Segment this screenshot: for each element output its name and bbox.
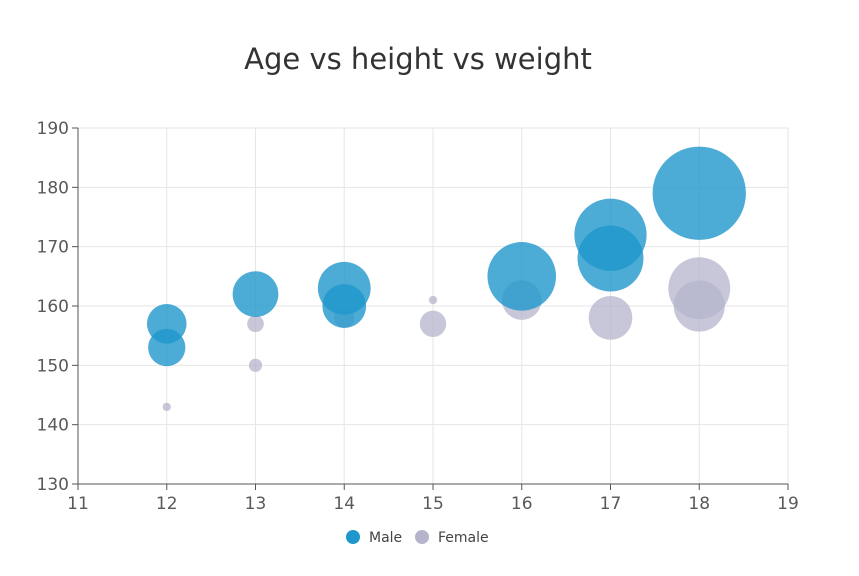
female-bubble[interactable] xyxy=(162,402,171,412)
legend-label-female[interactable]: Female xyxy=(438,530,489,546)
female-bubble[interactable] xyxy=(428,295,438,305)
x-tick-label: 17 xyxy=(600,494,622,514)
legend-marker-female[interactable] xyxy=(415,530,429,544)
x-tick-label: 18 xyxy=(688,494,710,514)
x-tick-label: 19 xyxy=(777,494,799,514)
male-bubble[interactable] xyxy=(148,328,186,367)
male-bubble[interactable] xyxy=(317,261,371,315)
axes: 11 12 13 14 15 16 17 18 19 130 140 150 160 170 180 190 xyxy=(37,119,799,514)
female-bubble[interactable] xyxy=(247,315,264,333)
x-tick-label: 11 xyxy=(67,494,89,514)
legend-marker-male[interactable] xyxy=(346,530,360,544)
x-tick-label: 13 xyxy=(245,494,267,514)
male-bubble[interactable] xyxy=(574,198,647,271)
y-tick-label: 170 xyxy=(37,238,69,258)
legend: Male Female xyxy=(346,530,489,546)
x-tick-label: 15 xyxy=(422,494,444,514)
x-tick-label: 12 xyxy=(156,494,178,514)
chart-title: Age vs height vs weight xyxy=(244,42,592,76)
female-bubble[interactable] xyxy=(588,295,633,340)
female-bubble[interactable] xyxy=(419,310,447,337)
female-bubble[interactable] xyxy=(248,358,263,372)
y-tick-label: 190 xyxy=(37,119,69,139)
y-tick-label: 160 xyxy=(37,297,69,317)
y-tick-label: 180 xyxy=(37,178,69,198)
y-tick-label: 150 xyxy=(37,356,69,376)
x-tick-label: 16 xyxy=(511,494,533,514)
female-bubble[interactable] xyxy=(668,257,731,320)
x-tick-label: 14 xyxy=(333,494,355,514)
bubble-layer xyxy=(146,146,746,412)
y-tick-label: 130 xyxy=(37,475,69,495)
male-bubble[interactable] xyxy=(487,242,557,311)
male-bubble[interactable] xyxy=(652,146,746,240)
y-tick-label: 140 xyxy=(37,416,69,436)
legend-label-male[interactable]: Male xyxy=(369,530,402,546)
male-bubble[interactable] xyxy=(232,271,279,317)
